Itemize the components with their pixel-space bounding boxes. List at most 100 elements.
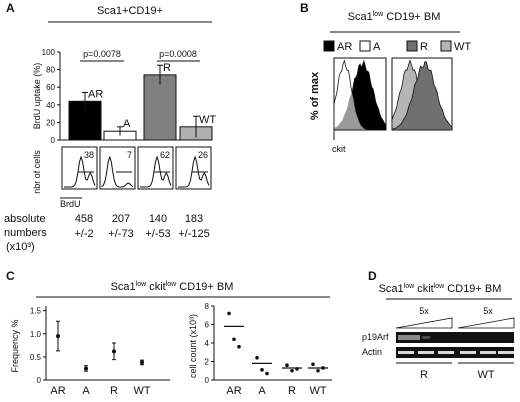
panel-c-left-ytick-label: 1.0 [30,330,42,339]
panel-a-ylabel: BrdU uptake (%) [32,63,42,130]
panel-c-header-post: CD19+ BM [176,281,233,293]
panel-c-right-point-r [285,363,289,368]
panel-a-ytick-label: 60 [46,83,55,92]
panel-c-header: Sca1low ckitlow CD19+ BM [111,281,234,293]
panel-b-header-pre: Sca1 [348,11,373,23]
panel-c-header-pre: Sca1 [111,281,136,293]
panel-a-abs-err-0: +/-2 [74,228,93,240]
panel-c-right-point-a [260,368,264,372]
panel-a-header: Sca1+CD19+ [97,5,163,17]
panel-c-right-point-a [255,356,259,360]
panel-c-left-mean-a [84,366,88,371]
panel-d-actin-band-0 [398,351,414,354]
panel-b-legend-label-r: R [420,41,428,53]
panel-c-right-ytick-label: 0 [205,376,210,385]
panel-d-dilution-2: 5x [483,306,493,316]
panel-c-left-ytick-label: 1.5 [30,307,42,316]
panel-c-header-mid: ckit [146,281,166,293]
panel-a-abs-label-1: absolute [4,213,46,225]
panel-a-flow-box-1 [99,146,136,190]
panel-c-right-point-ar [237,344,241,349]
panel-b-legend-label-wt: WT [454,41,471,53]
panel-a-abs-label-3: (x10³) [6,241,35,253]
panel-b-xlabel: ckit [332,144,346,154]
panel-a-flow-box-0 [61,146,98,190]
panel-a-flow-trace-3 [178,155,210,188]
panel-a-abs-err-1: +/-73 [108,228,133,240]
panel-d-row-actin: Actin [362,347,382,357]
panel-b-hist-curve-0-1 [333,59,386,131]
panel-c-right-point-wt [316,368,320,373]
panel-c-right-category-a: A [258,385,266,397]
panel-a-flow-trace-1 [101,155,134,188]
panel-d-header-pre: Sca1 [379,283,404,295]
panel-c-left-ytick-label: 0.5 [30,353,42,362]
panel-b-legend-swatch-ar [323,40,335,52]
panel-a-ytick-label: 20 [46,118,55,127]
panel-b-legend-swatch-a [359,40,371,52]
panel-a-ytick-label: 0 [51,136,56,145]
panel-d-letter: D [368,269,377,283]
panel-c-left-mean-r [112,349,116,354]
panel-a-flow-trace-0 [64,155,96,188]
panel-a-abs-mean-1: 207 [112,213,130,225]
panel-b-header: Sca1low CD19+ BM [348,11,441,23]
panel-c-letter: C [6,269,15,283]
panel-b-header-post: CD19+ BM [383,11,440,23]
panel-a-flow-value-0: 38 [84,150,94,160]
panel-c-right-ytick-label: 8 [205,302,210,311]
panel-c-right-point-wt [311,362,315,367]
panel-a-bar-r [143,74,177,141]
panel-d-band-p19arf-r2 [422,336,430,339]
panel-c-frequency-chart: 00.51.01.5AR A R WT [30,306,170,397]
panel-a-y-ticks: 0 20 40 60 80 100 [42,48,60,145]
panel-c-left-ytick-label: 0 [37,376,42,385]
panel-c-right-ytick-label: 6 [205,321,210,330]
panel-a-ytick-label: 40 [46,101,55,110]
panel-c-left-category-ar: AR [50,385,65,397]
panel-c-left-ylabel: Frequency % [10,319,20,372]
panel-b-legend: AR A R WT [323,40,471,53]
panel-a-bar-label-r: R [163,62,171,74]
panel-c-right-category-ar: AR [226,385,241,397]
panel-a-comparison-2: p=0.0008 [159,49,197,59]
panel-a-flow-box-2 [137,146,174,190]
panel-c-left-mean-wt [140,360,144,365]
panel-d-header-mid: ckit [414,283,434,295]
panel-b-letter: B [300,1,309,15]
panel-d-dilution-1: 5x [419,306,429,316]
panel-a-absolute-numbers: 458 +/-2 207 +/-73 140 +/-53 183 +/-125 [74,213,209,240]
panel-b-legend-label-ar: AR [337,41,352,53]
panel-b-ylabel: % of max [309,71,321,120]
panel-c-left-category-r: R [110,385,118,397]
panel-d-header-post: CD19+ BM [444,283,501,295]
panel-a-flow-box-3 [175,146,212,190]
panel-a-abs-label-2: numbers [4,227,47,239]
panel-a-ytick-label: 100 [42,48,56,57]
panel-a-bar-label-a: A [123,118,131,130]
panel-c-right-ytick-label: 2 [205,358,210,367]
panel-c-right-point-r [290,368,294,373]
panel-c-right-point-a [265,371,269,376]
panel-a-bar-label-wt: WT [199,114,216,126]
panel-b-legend-swatch-r [406,40,418,52]
panel-d-actin-band-5 [498,351,514,354]
panel-a-abs-mean-0: 458 [75,213,93,225]
panel-a-ytick-label: 80 [46,66,55,75]
panel-c-left-mean-ar [56,334,60,339]
panel-c-right-point-ar [232,337,236,342]
panel-a-flow-ylabel: nbr of cells [32,150,42,194]
panel-a-flow-xlabel: BrdU [60,199,81,209]
panel-b-histograms [333,57,453,131]
panel-d-group-wt: WT [477,369,494,381]
panel-d-group-r: R [420,369,428,381]
panel-a-abs-err-2: +/-53 [145,228,170,240]
panel-c-right-ylabel: cell count (x10³) [188,314,198,378]
panel-a-letter: A [6,1,15,15]
panel-d-actin-band-1 [418,351,434,354]
panel-c-right-category-wt: WT [309,385,326,397]
panel-a-flow-value-2: 62 [160,150,170,160]
